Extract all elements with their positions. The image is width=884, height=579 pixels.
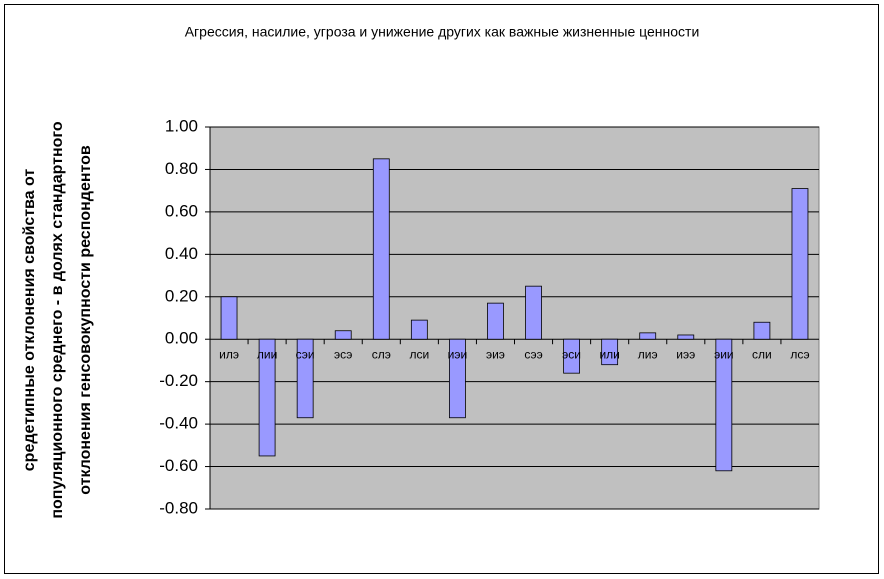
- y-axis-title: средетипные отклонения свойства от попул…: [21, 121, 94, 519]
- x-tick-label: лиэ: [638, 347, 658, 361]
- y-tick-label: -0.80: [159, 498, 198, 517]
- bar: [791, 188, 809, 340]
- y-tick-label: 0.80: [165, 159, 198, 178]
- bar: [715, 338, 733, 472]
- bar: [753, 321, 771, 340]
- y-tick-label: 1.00: [165, 116, 198, 135]
- x-tick-label: илэ: [219, 347, 239, 361]
- y-tick-label: 0.20: [165, 286, 198, 305]
- bar: [639, 332, 657, 340]
- x-tick-label: или: [599, 347, 619, 361]
- y-axis-title-line: средетипные отклонения свойства от: [21, 169, 38, 472]
- bar: [258, 338, 276, 457]
- y-axis-title-line: отклонения генсовокупности респондентов: [77, 145, 94, 495]
- bar: [563, 338, 580, 374]
- x-tick-label: сэи: [296, 347, 315, 361]
- y-tick-label: -0.60: [159, 456, 198, 475]
- y-tick-label: 0.60: [165, 201, 198, 220]
- bar: [372, 158, 390, 340]
- bar: [296, 338, 314, 419]
- x-tick-label: эси: [562, 347, 581, 361]
- x-tick-label: эии: [714, 347, 734, 361]
- bar: [410, 319, 428, 340]
- x-tick-label: эиэ: [486, 347, 505, 361]
- bar: [677, 334, 695, 340]
- y-tick-label: -0.40: [159, 414, 198, 433]
- x-tick-label: лсэ: [790, 347, 809, 361]
- bar: [525, 285, 542, 340]
- y-axis-title-line: популяционного среднего - в долях станда…: [49, 121, 66, 519]
- x-tick-label: иээ: [676, 347, 695, 361]
- bar: [449, 338, 466, 419]
- bar: [334, 330, 352, 340]
- y-tick-label: -0.20: [159, 371, 198, 390]
- chart-title: Агрессия, насилие, угроза и унижение дру…: [185, 24, 700, 40]
- x-tick-label: сээ: [524, 347, 542, 361]
- y-tick-label: 0.00: [165, 329, 198, 348]
- x-tick-label: лси: [409, 347, 429, 361]
- bar: [487, 302, 504, 340]
- x-tick-label: лии: [257, 347, 277, 361]
- y-tick-label: 0.40: [165, 244, 198, 263]
- x-tick-label: эсэ: [334, 347, 352, 361]
- x-tick-label: сли: [752, 347, 772, 361]
- bar: [601, 338, 619, 366]
- bar: [220, 296, 238, 340]
- x-tick-label: иэи: [448, 347, 468, 361]
- x-tick-label: слэ: [372, 347, 391, 361]
